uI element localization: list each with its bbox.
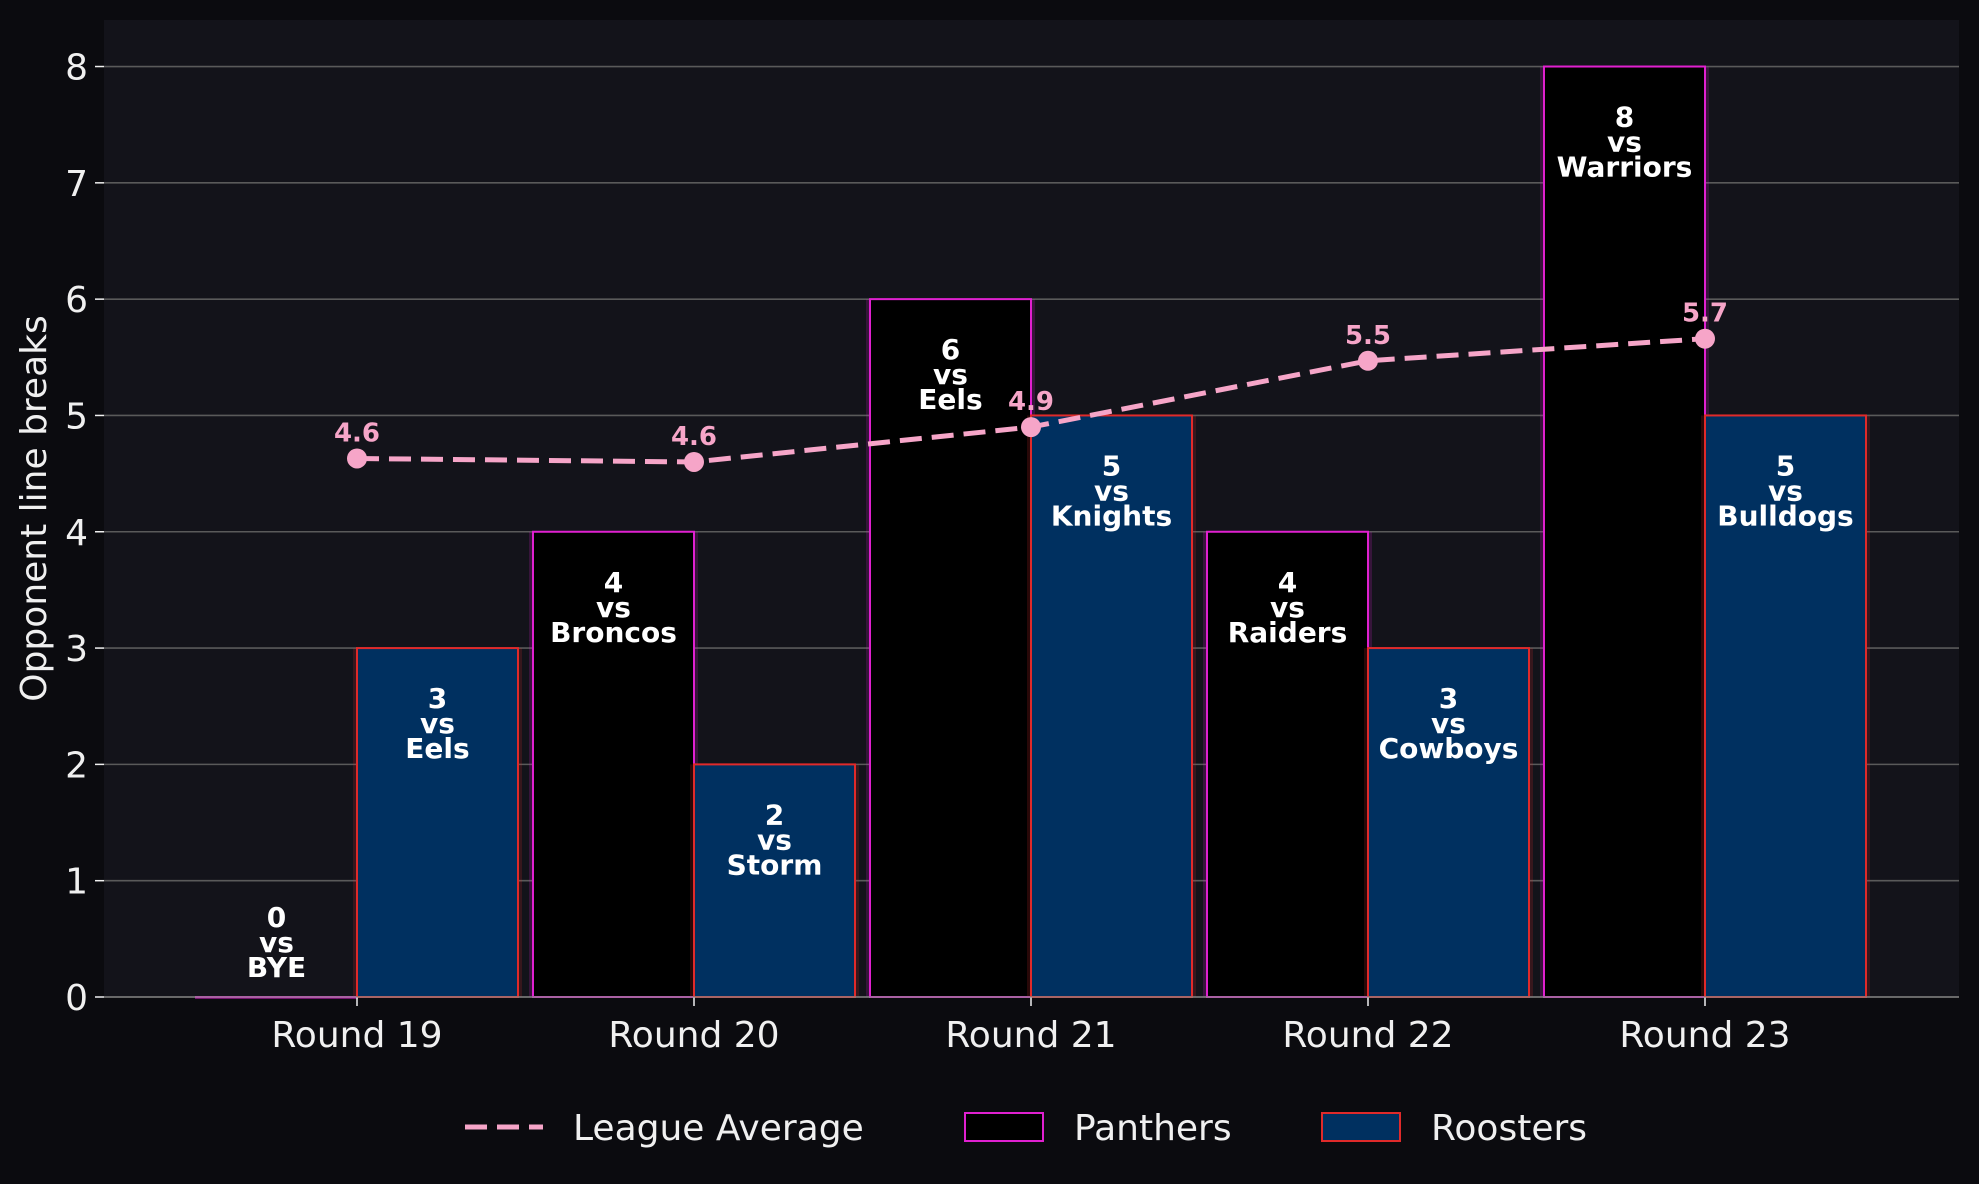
bar-label-line: 0 <box>267 901 286 934</box>
bar-label-line: Warriors <box>1557 151 1693 184</box>
y-tick-label: 0 <box>65 978 88 1019</box>
x-tick-label: Round 20 <box>608 1015 779 1056</box>
bar-label-line: vs <box>1270 591 1305 624</box>
y-tick-label: 1 <box>65 862 88 903</box>
bar-label-line: BYE <box>247 951 306 984</box>
bar-label-line: 4 <box>604 566 623 599</box>
bar-label-line: vs <box>1768 474 1803 507</box>
legend: League Average Panthers Roosters <box>465 1108 1587 1149</box>
bar-label: 4 vs Raiders <box>1228 566 1348 649</box>
bar-roosters <box>1030 414 1193 998</box>
y-tick-label: 4 <box>65 513 88 554</box>
bar-roosters <box>693 763 856 999</box>
x-tick-label: Round 19 <box>271 1015 442 1056</box>
legend-label-average: League Average <box>573 1108 864 1149</box>
bar-label-line: 2 <box>765 798 784 831</box>
bar-label: 3 vs Cowboys <box>1379 682 1519 765</box>
league-average-series: 4.6 4.6 4.9 5.5 5.7 <box>334 299 1728 472</box>
y-tick-label: 7 <box>65 164 88 205</box>
bar-panthers <box>869 298 1032 998</box>
bar-panthers <box>1543 65 1706 999</box>
bar-label-line: 5 <box>1102 449 1121 482</box>
bar-label-line: vs <box>596 591 631 624</box>
bar-label: 3 vs Eels <box>405 682 469 765</box>
league-average-label: 4.9 <box>1008 387 1054 417</box>
bar-label: 8 vs Warriors <box>1557 101 1693 184</box>
bar-label-line: Bulldogs <box>1717 499 1853 532</box>
bar-label-line: vs <box>1607 126 1642 159</box>
bar-label-line: Storm <box>727 848 823 881</box>
league-average-point <box>347 448 367 469</box>
bar-label-line: 3 <box>428 682 447 715</box>
legend-label-roosters: Roosters <box>1431 1108 1587 1149</box>
bar-label: 0 vs BYE <box>247 901 306 984</box>
league-average-point <box>1695 328 1715 349</box>
bar-roosters <box>1704 414 1867 998</box>
bar-label-line: Raiders <box>1228 616 1348 649</box>
league-average-label: 5.5 <box>1345 321 1391 351</box>
bar-label-line: 3 <box>1439 682 1458 715</box>
bar-label-line: vs <box>933 358 968 391</box>
league-average-point <box>684 451 704 472</box>
bar-label: 6 vs Eels <box>918 333 982 416</box>
bar-label-line: Eels <box>918 383 982 416</box>
league-average-label: 5.7 <box>1682 299 1728 329</box>
bar-roosters <box>356 647 519 998</box>
bar-label-line: 6 <box>941 333 960 366</box>
y-tick-label: 2 <box>65 745 88 786</box>
bar-label-line: vs <box>757 823 792 856</box>
bar-label: 5 vs Knights <box>1051 449 1172 532</box>
bar-label-line: vs <box>1094 474 1129 507</box>
bar-label: 5 vs Bulldogs <box>1717 449 1853 532</box>
bar-label-line: 8 <box>1615 101 1634 134</box>
bar-label-line: vs <box>420 707 455 740</box>
y-tick-label: 6 <box>65 280 88 321</box>
bar-label: 4 vs Broncos <box>550 566 677 649</box>
bar-label-line: Cowboys <box>1379 732 1519 765</box>
bar-label-line: 4 <box>1278 566 1297 599</box>
axes: 0 1 2 3 4 5 6 7 8 Round 19 Round 20 Round 21 Round 2… <box>65 48 1959 1056</box>
bar-roosters <box>1367 647 1530 998</box>
league-average-point <box>1021 417 1041 438</box>
y-tick-label: 3 <box>65 629 88 670</box>
legend-swatch-panthers <box>964 1112 1044 1142</box>
y-axis-label: Opponent line breaks <box>14 315 55 702</box>
x-tick-label: Round 23 <box>1619 1015 1790 1056</box>
bar-label-line: vs <box>1431 707 1466 740</box>
x-tick-label: Round 22 <box>1282 1015 1453 1056</box>
league-average-label: 4.6 <box>671 422 717 452</box>
bar-panthers <box>532 530 695 998</box>
league-average-label: 4.6 <box>334 418 380 448</box>
y-tick-label: 8 <box>65 48 88 89</box>
bar-label-line: Broncos <box>550 616 677 649</box>
league-average-point <box>1358 350 1378 371</box>
legend-swatch-roosters <box>1321 1112 1401 1142</box>
legend-label-panthers: Panthers <box>1074 1108 1232 1149</box>
bar-panthers <box>1206 530 1369 998</box>
bar-label-line: 5 <box>1776 449 1795 482</box>
y-tick-label: 5 <box>65 396 88 437</box>
bar-label-line: vs <box>259 926 294 959</box>
bar-label: 2 vs Storm <box>727 798 823 881</box>
bar-label-line: Knights <box>1051 499 1172 532</box>
x-tick-label: Round 21 <box>945 1015 1116 1056</box>
bar-label-line: Eels <box>405 732 469 765</box>
